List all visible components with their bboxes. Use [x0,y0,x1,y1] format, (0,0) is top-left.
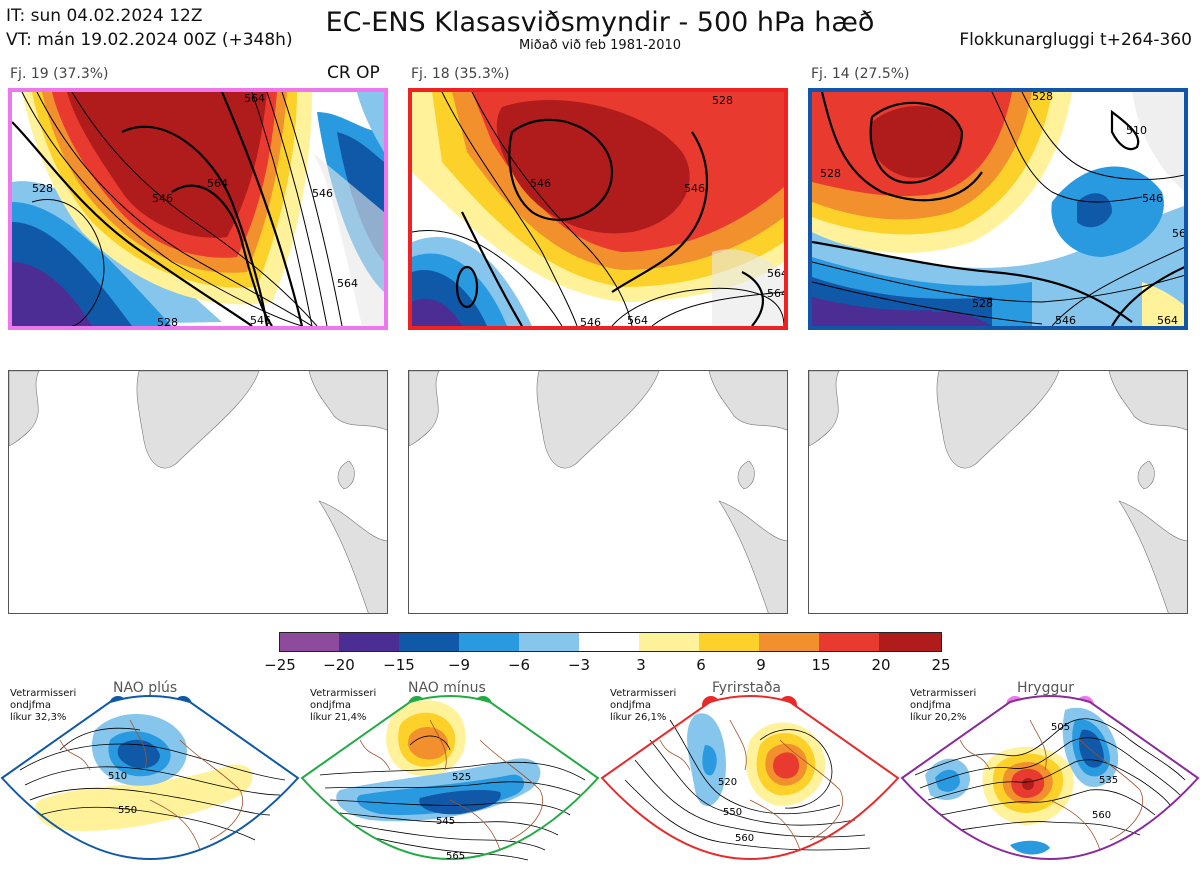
cluster-window: Flokkunargluggi t+264-360 [959,30,1192,50]
regime-label: 510 [108,771,127,782]
regime-label: 505 [1051,722,1070,733]
regime-title: NAO plús [113,680,178,696]
regime-label: 520 [718,777,737,788]
cluster-1-label: Fj. 19 (37.3%) [10,66,109,82]
colorbar-frame [279,632,942,652]
regime-label: 545 [436,816,455,827]
contour-label: 528 [972,297,993,310]
contour-label: 528 [1032,92,1053,103]
cluster-1-map: 528 546 564 546 564 528 546 564 [8,88,388,330]
colorbar-tick: −15 [383,656,415,674]
contour-label: 564 [627,314,648,326]
regime-label: 550 [118,805,137,816]
regime-label: 560 [735,833,754,844]
colorbar-tick: 25 [931,656,951,674]
regime-prob: Vetrarmisseri ondjfma líkur 21,4% [310,688,377,723]
contour-label: 564 [767,287,784,300]
cluster-3-map: 510 528 528 546 564 528 546 564 [808,88,1188,330]
contour-label: 546 [312,187,333,200]
regime-blocking: Vetrarmisseri ondjfma líkur 26,1% Fyrirsta… [600,680,900,870]
regime-prob: Vetrarmisseri ondjfma líkur 20,2% [910,688,977,723]
regime-border [900,695,1200,860]
base-map-1 [8,370,388,614]
regime-border [0,695,300,860]
page-subtitle: Miðað við feb 1981-2010 [518,38,682,53]
colorbar-tick: 3 [636,656,646,674]
regime-label: 550 [723,807,742,818]
colorbar-tick: −20 [323,656,355,674]
cluster-1-tag: CR OP [327,63,380,83]
colorbar-tick: −6 [507,656,531,674]
regime-label: 535 [1099,775,1118,786]
contour-label: 528 [820,167,841,180]
colorbar-tick: −9 [447,656,471,674]
contour-label: 528 [157,316,178,326]
contour-label: 564 [1172,227,1188,240]
colorbar-tick: 15 [811,656,831,674]
contour-label: 564 [337,277,358,290]
header-times: IT: sun 04.02.2024 12Z VT: mán 19.02.202… [6,4,293,52]
regime-prob: Vetrarmisseri ondjfma líkur 26,1% [610,688,677,723]
base-map-3 [808,370,1188,614]
contour-label: 546 [250,314,271,326]
contour-label: 564 [244,92,265,105]
page-title: EC-ENS Klasasviðsmyndir - 500 hPa hæð [325,7,875,38]
contour-label: 546 [1142,192,1163,205]
contour-label: 564 [207,177,228,190]
regime-title: Hryggur [1017,680,1074,696]
regime-nao-plus: Vetrarmisseri ondjfma líkur 32,3% NAO plús… [0,680,300,870]
contour-label: 528 [32,182,53,195]
colorbar-tick: 6 [696,656,706,674]
contour-label: 564 [767,267,784,280]
regime-label: 565 [446,851,465,862]
regime-title: NAO mínus [408,680,486,696]
regime-label: 525 [452,772,471,783]
colorbar-tick: 9 [756,656,766,674]
init-time: IT: sun 04.02.2024 12Z [6,6,203,26]
regime-border [600,695,900,860]
regime-title: Fyrirstaða [712,680,781,696]
contour-label: 564 [1157,314,1178,326]
regime-ridge: Vetrarmisseri ondjfma líkur 20,2% Hryggur … [900,680,1200,870]
regime-border [300,695,600,860]
colorbar-tick: 20 [871,656,891,674]
colorbar-tick: −25 [264,656,296,674]
contour-label: 546 [1055,314,1076,326]
contour-label: 546 [530,177,551,190]
regime-nao-minus: Vetrarmisseri ondjfma líkur 21,4% NAO mínu… [300,680,600,870]
regime-label: 560 [1092,810,1111,821]
cluster-2-map: 546 546 564 528 546 564 564 [408,88,788,330]
contour-label: 546 [580,316,601,326]
cluster-3-label: Fj. 14 (27.5%) [811,66,910,82]
colorbar-tick: −3 [567,656,591,674]
cluster-2-label: Fj. 18 (35.3%) [411,66,510,82]
contour-label: 546 [684,182,705,195]
contour-label: 510 [1126,124,1147,137]
valid-time: VT: mán 19.02.2024 00Z (+348h) [6,30,293,50]
contour-label: 546 [152,192,173,205]
contour-label: 528 [712,94,733,107]
regime-prob: Vetrarmisseri ondjfma líkur 32,3% [10,688,77,723]
colorbar [279,632,942,652]
base-map-2 [408,370,788,614]
